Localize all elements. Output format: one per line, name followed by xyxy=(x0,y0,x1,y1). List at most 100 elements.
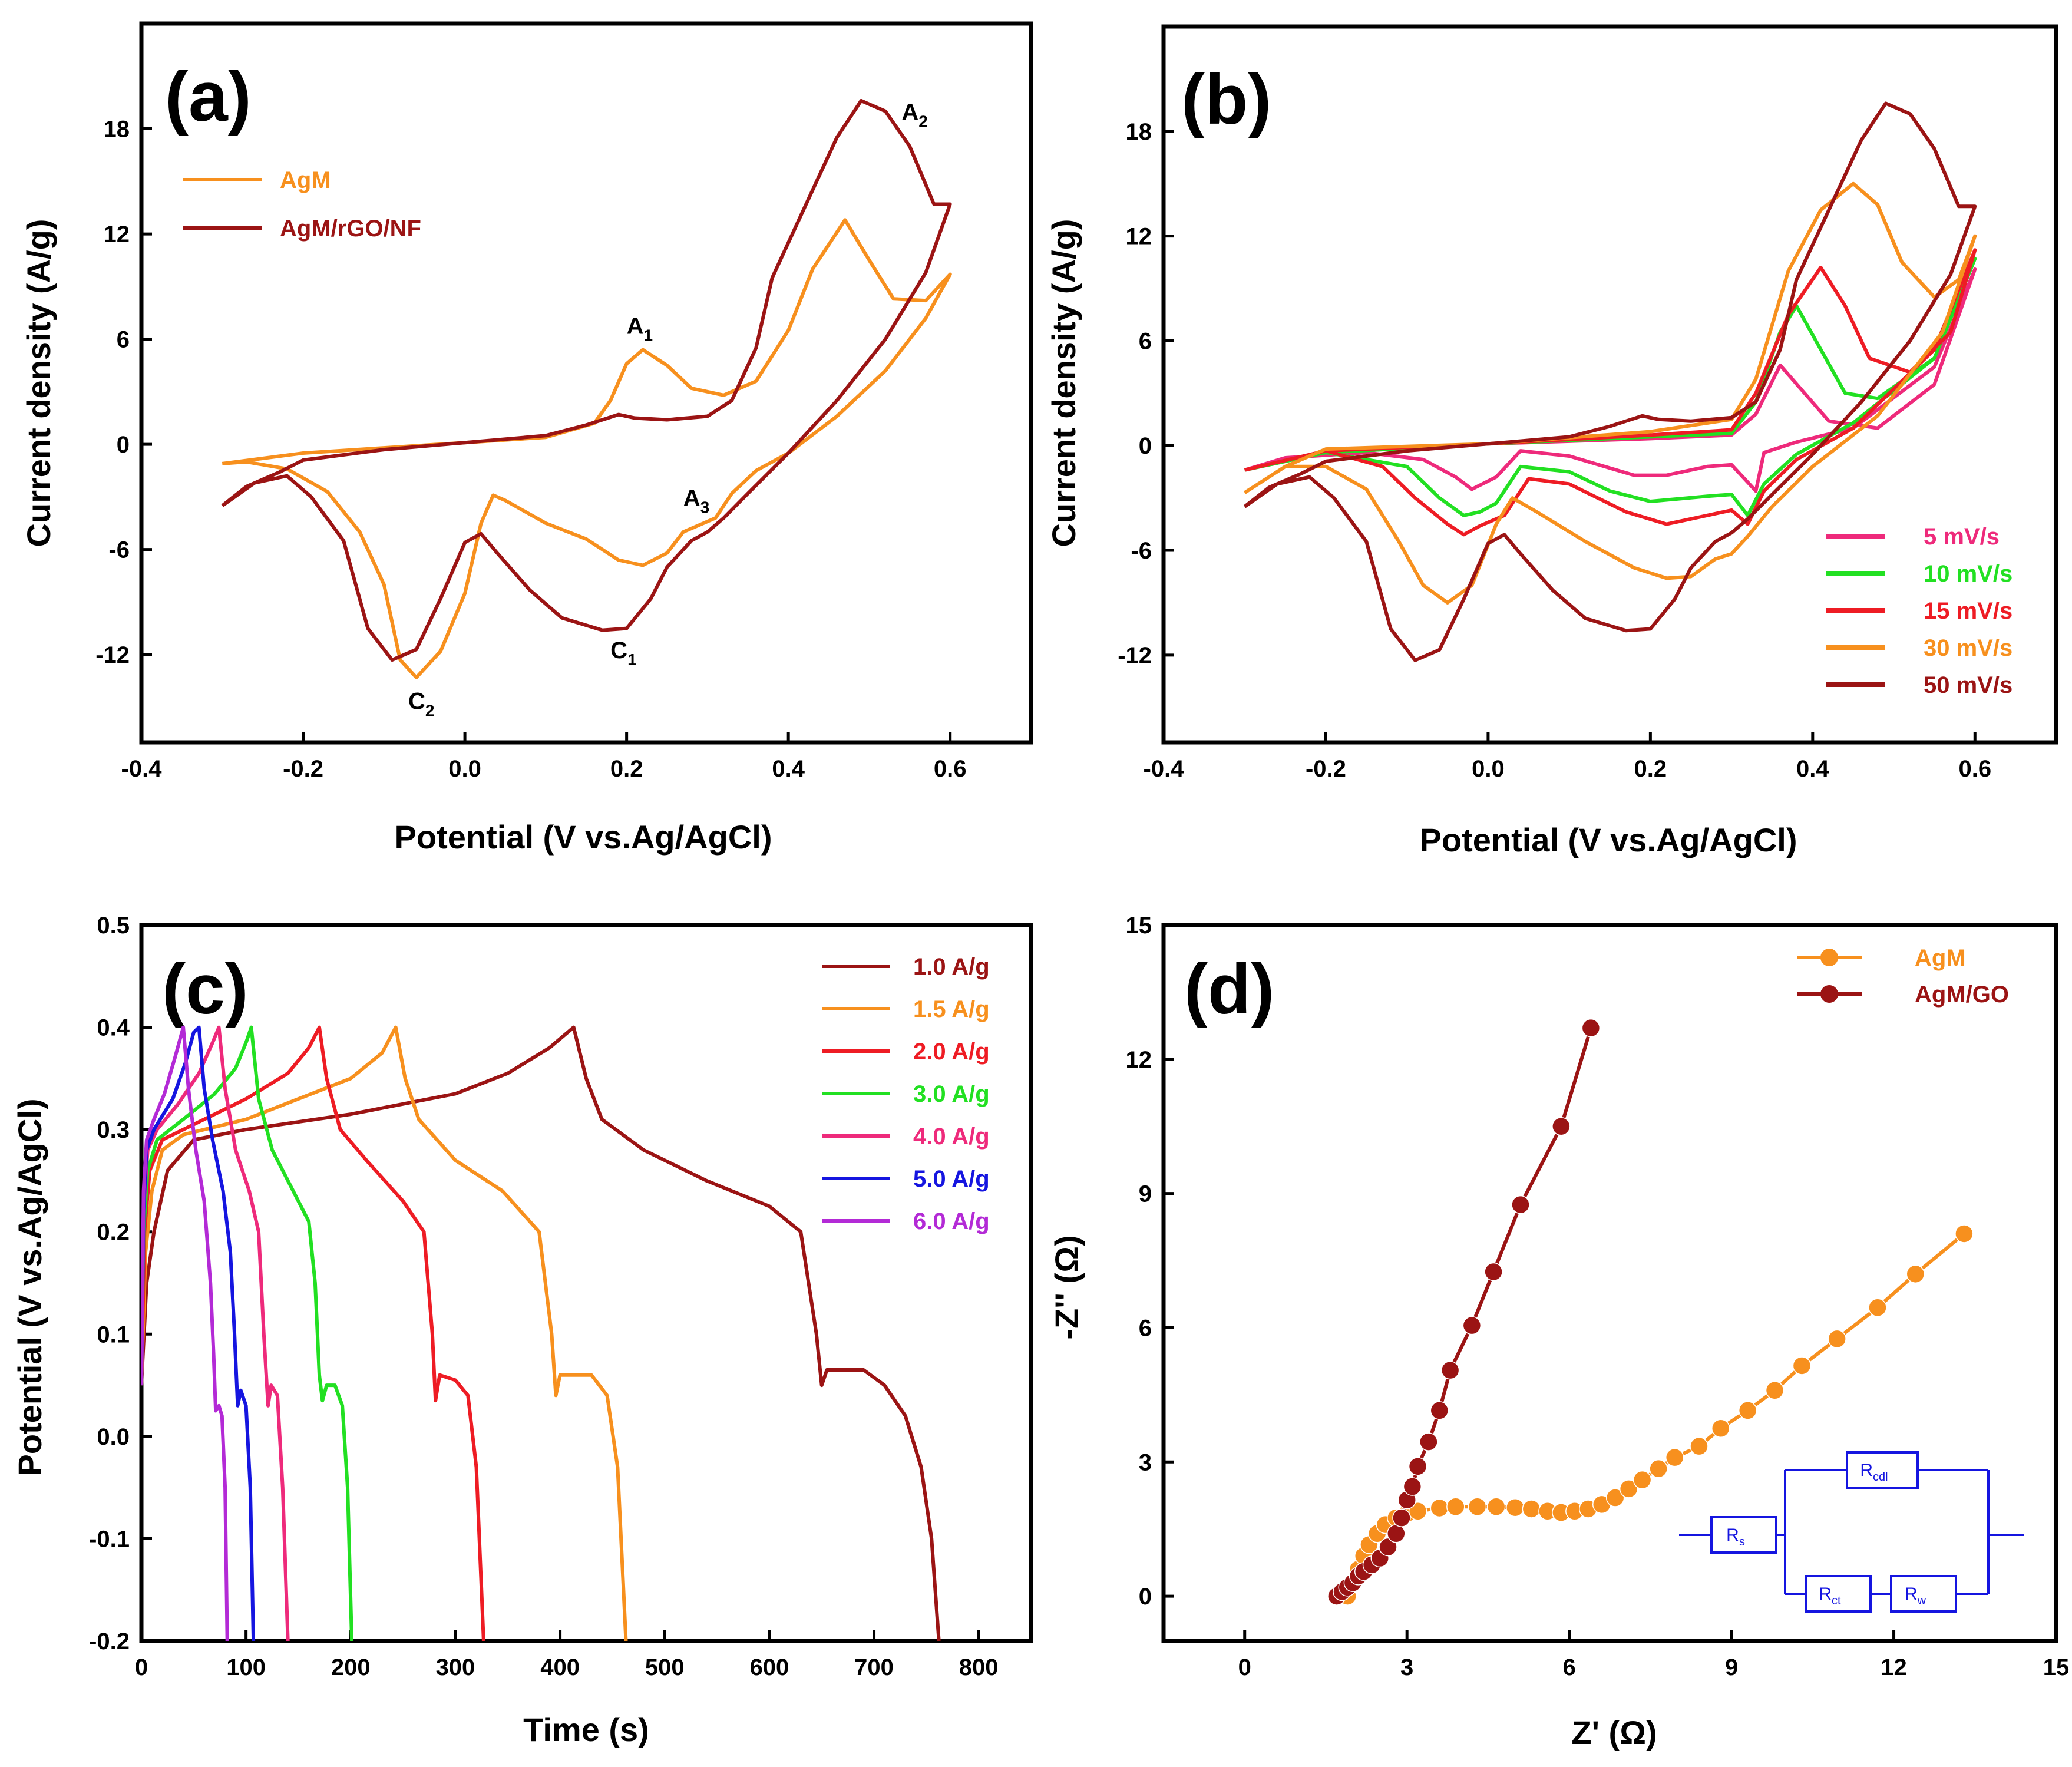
data-point xyxy=(1430,1401,1449,1420)
data-point xyxy=(1649,1459,1668,1478)
series-line xyxy=(1244,267,1977,493)
x-tick-label: 400 xyxy=(540,1654,580,1680)
y-tick-label: -0.2 xyxy=(89,1629,130,1654)
legend: 1.0 A/g 1.5 A/g 2.0 A/g 3.0 A/g 4.0 A/g 5.0 A… xyxy=(822,954,990,1234)
panel-label: (a) xyxy=(165,57,252,136)
panel-label: (b) xyxy=(1181,60,1271,139)
legend-label: AgM/rGO/NF xyxy=(280,216,421,242)
y-axis-label: -Z'' (Ω) xyxy=(1048,1235,1085,1339)
legend-label: 50 mV/s xyxy=(1924,672,2012,698)
x-tick-label: 0 xyxy=(1238,1654,1251,1680)
legend: 5 mV/s 10 mV/s 15 mV/s 30 mV/s 50 mV/s xyxy=(1826,524,2012,698)
resistor-label: Rcdl xyxy=(1860,1461,1888,1484)
x-tick-label: 0.4 xyxy=(1796,756,1829,782)
x-tick-label: 700 xyxy=(854,1654,894,1680)
peak-annotation: A1 xyxy=(627,313,653,345)
y-tick-label: 18 xyxy=(1126,119,1152,145)
y-tick-label: 0.0 xyxy=(97,1424,130,1450)
data-point xyxy=(1440,1360,1460,1380)
resistor-label: Rw xyxy=(1905,1584,1926,1607)
legend-label: 4.0 A/g xyxy=(913,1124,990,1150)
y-axis-label: Potential (V vs.Ag/AgCl) xyxy=(11,1099,48,1477)
data-point xyxy=(1419,1432,1438,1451)
resistor-label: Rs xyxy=(1726,1525,1745,1548)
peak-annotation: A2 xyxy=(901,100,927,131)
x-tick-label: 600 xyxy=(750,1654,789,1680)
panel-label: (c) xyxy=(162,950,249,1029)
equivalent-circuit-inset: Rs Rcdl Rct Rw xyxy=(1679,1451,2024,1613)
resistor-box xyxy=(1710,1516,1777,1554)
y-tick-label: 0 xyxy=(117,432,130,458)
legend-label: 2.0 A/g xyxy=(913,1039,990,1065)
legend-label: 6.0 A/g xyxy=(913,1208,990,1234)
x-tick-label: 0.2 xyxy=(610,756,643,782)
y-tick-label: 0.1 xyxy=(97,1322,130,1347)
resistor-box xyxy=(1805,1575,1872,1613)
x-tick-label: 100 xyxy=(226,1654,266,1680)
series-line xyxy=(141,1025,354,1641)
x-tick-label: 300 xyxy=(436,1654,475,1680)
legend-label: 3.0 A/g xyxy=(913,1081,990,1107)
data-point xyxy=(1484,1262,1503,1282)
plot-frame xyxy=(139,923,1033,1643)
legend: AgM AgM/rGO/NF xyxy=(183,167,421,242)
x-tick-label: 0.6 xyxy=(1958,756,1991,782)
data-point xyxy=(1906,1264,1925,1284)
data-point xyxy=(1665,1448,1684,1467)
series-line xyxy=(141,1025,290,1641)
y-tick-label: 12 xyxy=(1126,224,1152,250)
x-axis-label: Time (s) xyxy=(523,1711,649,1748)
x-axis-label: Z' (Ω) xyxy=(1571,1714,1657,1751)
y-tick-label: 6 xyxy=(1139,1315,1152,1341)
y-tick-label: 15 xyxy=(1126,913,1152,939)
y-tick-label: 6 xyxy=(1139,328,1152,354)
data-point xyxy=(1486,1497,1506,1516)
legend-label: AgM xyxy=(1915,945,1966,971)
legend-label: 1.0 A/g xyxy=(913,954,990,980)
data-point xyxy=(1552,1117,1571,1136)
data-point xyxy=(1430,1498,1449,1518)
data-point xyxy=(1581,1018,1601,1038)
data-point xyxy=(1506,1498,1525,1517)
series-line xyxy=(1244,181,1977,605)
data-point xyxy=(1633,1470,1652,1489)
series-line xyxy=(1243,101,1977,662)
x-tick-label: 0.4 xyxy=(772,756,805,782)
y-axis-label: Current density (A/g) xyxy=(1045,219,1082,547)
legend-label: 15 mV/s xyxy=(1924,598,2012,624)
legend-marker xyxy=(1820,985,1838,1003)
data-point xyxy=(1387,1524,1406,1543)
panel-label: (d) xyxy=(1184,950,1274,1029)
x-tick-label: 3 xyxy=(1400,1654,1413,1680)
data-point xyxy=(1955,1224,1974,1243)
x-tick-label: 9 xyxy=(1725,1654,1738,1680)
series-line xyxy=(222,218,952,679)
x-tick-label: -0.4 xyxy=(121,756,163,782)
legend-label: 1.5 A/g xyxy=(913,996,990,1022)
x-tick-label: -0.2 xyxy=(283,756,323,782)
x-tick-label: 6 xyxy=(1563,1654,1576,1680)
y-axis-label: Current density (A/g) xyxy=(20,219,57,547)
legend: AgM AgM/GO xyxy=(1797,945,2009,1008)
data-point xyxy=(1379,1537,1397,1557)
x-tick-label: 0.6 xyxy=(934,756,967,782)
data-point xyxy=(1511,1195,1530,1214)
data-point xyxy=(1619,1479,1638,1498)
legend-label: 5 mV/s xyxy=(1924,524,2000,550)
data-point xyxy=(1690,1436,1709,1456)
peak-annotation: C2 xyxy=(408,688,434,719)
y-tick-label: 3 xyxy=(1139,1449,1152,1475)
panel-a: -0.4 -0.2 0.0 0.2 0.4 0.6 -12 -6 0 6 12 18 Potential… xyxy=(20,21,1033,856)
peak-annotation: C1 xyxy=(610,638,636,669)
series-line xyxy=(141,1025,485,1641)
y-tick-label: -6 xyxy=(1131,538,1152,564)
y-tick-label: 0.3 xyxy=(97,1117,130,1143)
x-tick-label: 0 xyxy=(135,1654,148,1680)
data-point xyxy=(1605,1488,1625,1507)
plot-frame xyxy=(139,21,1033,745)
data-point xyxy=(1765,1381,1785,1400)
series-line xyxy=(141,1025,256,1641)
y-tick-label: 12 xyxy=(1126,1047,1152,1073)
y-tick-label: -0.1 xyxy=(89,1526,130,1552)
